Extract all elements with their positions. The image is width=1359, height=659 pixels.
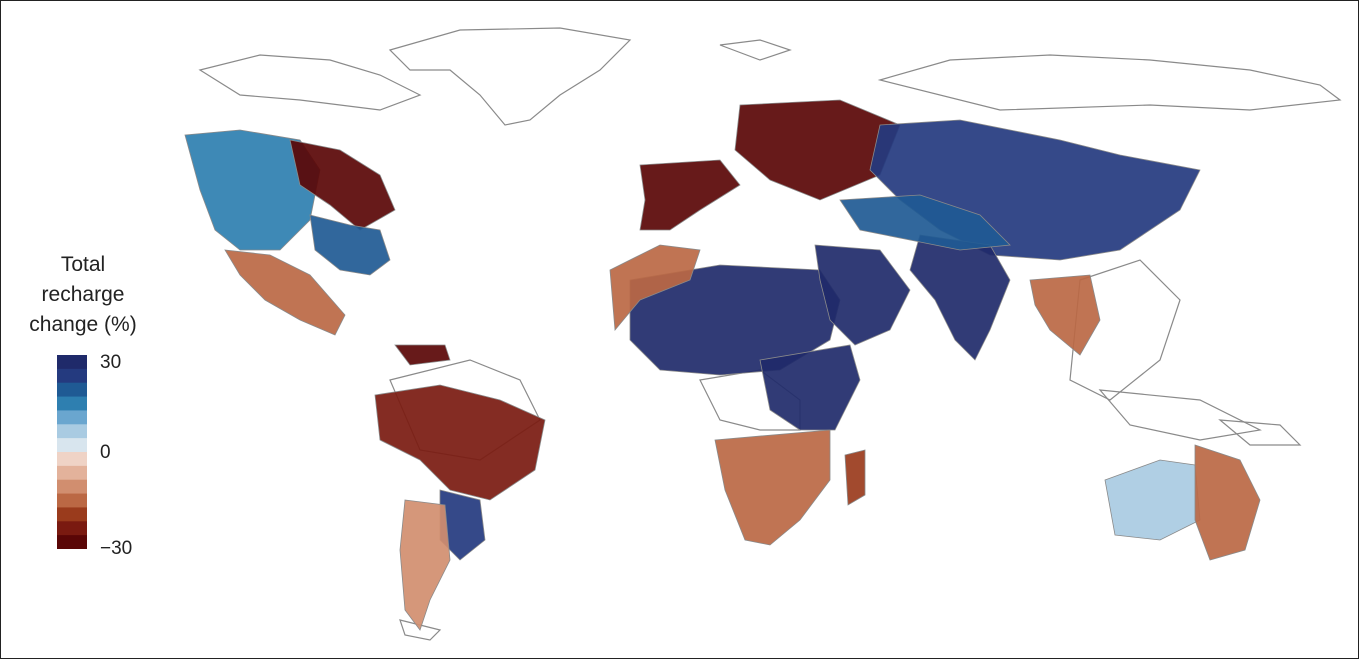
region-patagonia [399, 499, 451, 631]
region-venezuela [394, 344, 451, 366]
region-western-europe [639, 159, 741, 231]
legend-tick-zero: 0 [100, 442, 111, 463]
colorbar-step [57, 452, 87, 467]
siberia-arctic-outline [877, 54, 1342, 111]
colorbar-step [57, 424, 87, 439]
legend-title-line-3: change (%) [29, 313, 137, 336]
svalbard-outline [719, 39, 792, 61]
region-madagascar [844, 449, 866, 506]
legend-title-line-1: Total [60, 253, 106, 276]
colorbar-step [57, 479, 87, 495]
region-western-north-america [184, 129, 321, 251]
east-asia-coast-outline [1069, 259, 1181, 401]
region-northwest-africa [609, 244, 701, 332]
region-australia-west [1104, 459, 1201, 541]
colorbar-step [57, 382, 87, 398]
region-mexico [224, 249, 346, 336]
legend-tick-max: 30 [100, 352, 122, 373]
colorbar-step [57, 465, 87, 481]
colorbar-step [57, 535, 87, 549]
arctic-canada-outline [198, 54, 422, 111]
colorbar-step [57, 521, 87, 536]
greenland-outline [388, 27, 632, 126]
legend-title: Total recharge change (%) [8, 250, 158, 340]
region-russia-west [734, 99, 901, 201]
region-east-africa [759, 344, 861, 431]
colorbar-step [57, 410, 87, 425]
maritime-se-asia-outline [1098, 389, 1262, 441]
region-central-south-america [374, 384, 546, 501]
recharge-region-layer [184, 99, 1261, 631]
legend-tick-min: −30 [100, 538, 133, 559]
colorbar-step [57, 396, 87, 411]
colorbar-step [57, 438, 87, 453]
new-guinea-outline [1218, 419, 1302, 446]
colorbar-step [57, 493, 87, 508]
colorbar-step [57, 355, 87, 370]
region-southern-africa [714, 429, 831, 546]
colorbar-step [57, 507, 87, 522]
region-australia-east [1194, 444, 1261, 561]
region-eastern-united-states [309, 214, 391, 276]
legend-colorbar [57, 355, 87, 549]
legend-title-line-2: recharge [41, 283, 125, 306]
colorbar-step [57, 368, 87, 384]
region-india [909, 234, 1011, 361]
region-central-canada [289, 139, 396, 231]
region-central-asia [839, 194, 1011, 251]
region-southeast-asia [1029, 274, 1101, 356]
antarctic-tip-outline [399, 619, 442, 641]
region-arabia [814, 244, 911, 346]
